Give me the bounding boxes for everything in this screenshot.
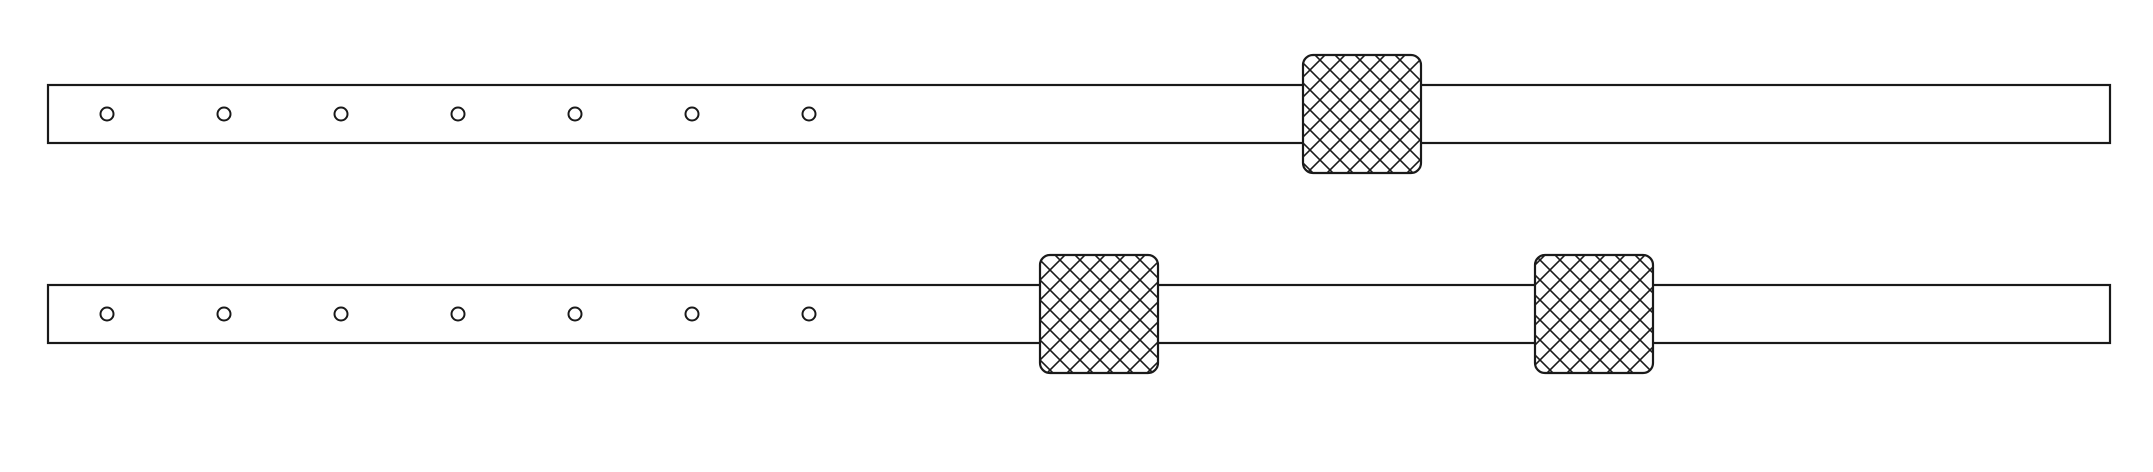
strap-hole — [567, 106, 583, 122]
strap-hole — [216, 306, 232, 322]
strap-hole — [99, 306, 115, 322]
strap-bottom — [46, 253, 2112, 375]
strap-hole — [333, 306, 349, 322]
strap-hole — [684, 106, 700, 122]
strap-hole — [567, 306, 583, 322]
keeper-loop — [1533, 253, 1655, 375]
strap-hole — [450, 306, 466, 322]
strap-top — [46, 53, 2112, 175]
strap-hole — [801, 106, 817, 122]
strap-hole — [450, 106, 466, 122]
strap-hole — [801, 306, 817, 322]
strap-hole — [333, 106, 349, 122]
keeper-loop — [1301, 53, 1423, 175]
straps-layer — [46, 53, 2112, 375]
strap-body — [46, 83, 2112, 145]
strap-hole — [216, 106, 232, 122]
strap-hole — [99, 106, 115, 122]
keeper-loop — [1038, 253, 1160, 375]
strap-hole — [684, 306, 700, 322]
